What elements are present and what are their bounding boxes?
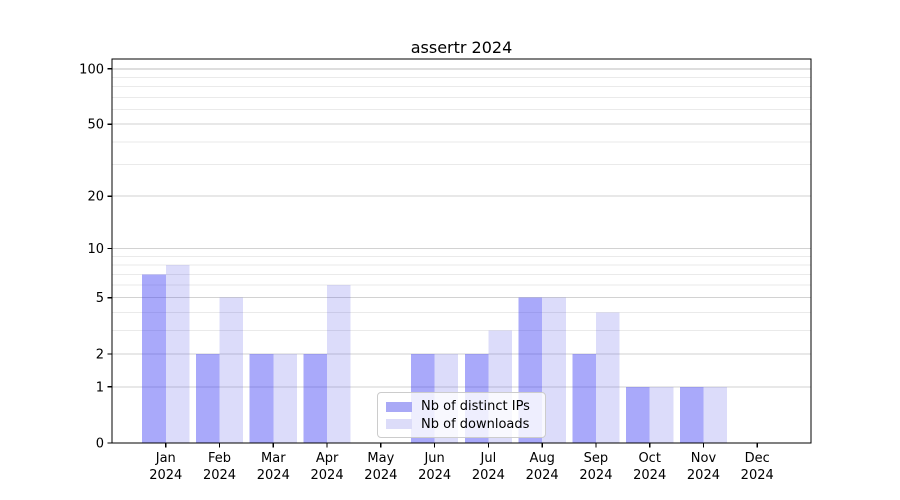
x-tick-label: Feb 2024 [203, 451, 236, 483]
legend-swatch-distinct-ips [386, 401, 412, 412]
legend: Nb of distinct IPs Nb of downloads [377, 392, 546, 438]
legend-swatch-downloads [386, 419, 412, 430]
bar-distinct-ips [142, 274, 166, 443]
y-tick-label: 20 [87, 190, 104, 205]
legend-item-downloads: Nb of downloads [386, 416, 537, 433]
x-tick-label: Jul 2024 [472, 451, 505, 483]
x-tick-label: May 2024 [364, 451, 397, 483]
bar-downloads [595, 312, 620, 443]
bar-downloads [273, 353, 297, 443]
x-tick-label: Dec 2024 [741, 451, 774, 483]
x-tick-label: Apr 2024 [311, 451, 344, 483]
plot-border [111, 58, 812, 444]
y-tick-label: 1 [96, 380, 104, 395]
bar-distinct-ips [249, 353, 274, 443]
x-tick-label: Sep 2024 [579, 451, 612, 483]
y-tick-label: 0 [96, 437, 104, 452]
y-tick-label: 100 [79, 62, 104, 77]
y-tick-label: 5 [96, 291, 104, 306]
bar-distinct-ips [626, 386, 650, 443]
bar-downloads [165, 264, 190, 443]
bar-downloads [703, 386, 728, 443]
legend-item-distinct-ips: Nb of distinct IPs [386, 398, 537, 415]
legend-label-distinct-ips: Nb of distinct IPs [421, 399, 530, 415]
bar-downloads [327, 285, 351, 443]
bar-downloads [219, 297, 244, 443]
x-tick-label: Oct 2024 [633, 451, 666, 483]
bar-downloads [542, 297, 566, 443]
bar-distinct-ips [679, 386, 704, 443]
bar-distinct-ips [572, 353, 596, 443]
x-tick-label: Aug 2024 [526, 451, 559, 483]
x-tick-label: Nov 2024 [687, 451, 720, 483]
bar-distinct-ips [303, 353, 328, 443]
y-tick-label: 2 [96, 347, 104, 362]
bar-downloads [649, 386, 674, 443]
chart-title: assertr 2024 [410, 38, 513, 57]
x-tick-label: Jan 2024 [149, 451, 182, 483]
x-tick-label: Mar 2024 [257, 451, 290, 483]
legend-label-downloads: Nb of downloads [421, 416, 530, 432]
y-tick-label: 10 [87, 242, 104, 257]
bar-distinct-ips [195, 353, 220, 443]
x-tick-label: Jun 2024 [418, 451, 451, 483]
y-tick-label: 50 [87, 118, 104, 133]
